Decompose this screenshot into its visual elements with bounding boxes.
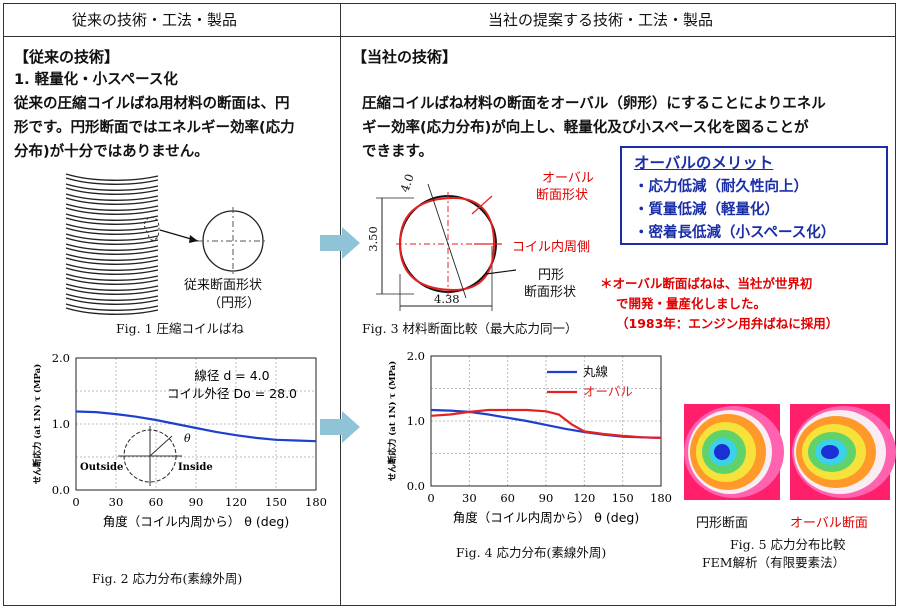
- y-tick-label: 2.0: [52, 351, 70, 365]
- x-tick-label: 180: [650, 491, 672, 505]
- conventional-section-label: 従来断面形状: [184, 278, 263, 293]
- x-tick-label: 150: [612, 491, 634, 505]
- legend-label: オーバル: [583, 384, 633, 399]
- oval-section-label: オーバル: [542, 171, 594, 186]
- fig4-caption: Fig. 4 応力分布(素線外周): [456, 545, 607, 560]
- outer-frame: [3, 3, 896, 606]
- fig5-caption: Fig. 5 応力分布比較: [730, 537, 846, 552]
- x-tick-label: 0: [427, 491, 434, 505]
- y-tick-label: 2.0: [407, 349, 425, 363]
- x-tick-label: 30: [462, 491, 477, 505]
- merit-item: ・質量低減（軽量化）: [634, 202, 779, 218]
- section-comparison-diagram: [376, 183, 517, 311]
- world-first-note-2: で開発・量産化しました。: [616, 296, 767, 311]
- x-tick-label: 0: [72, 495, 79, 509]
- header-divider: [3, 36, 896, 37]
- legend-label: 丸線: [583, 364, 609, 379]
- x-tick-label: 120: [225, 495, 247, 509]
- x-tick-label: 60: [500, 491, 515, 505]
- inset-theta-label: θ: [184, 432, 191, 445]
- merit-item: ・密着長低減（小スペース化）: [634, 225, 836, 241]
- left-section-title: 【従来の技術】: [14, 48, 120, 66]
- round-section-label-2: 断面形状: [524, 285, 577, 300]
- fem-oval-label: オーバル断面: [790, 516, 868, 531]
- inset-inside-label: Inside: [178, 462, 213, 473]
- series-line: [430, 408, 662, 439]
- round-section-label: 円形: [538, 268, 565, 283]
- left-body-line-2: 形です。円形断面ではエネルギー効率(応力: [14, 120, 295, 136]
- plot-frame: [430, 355, 662, 487]
- conventional-section-label-2: （円形）: [208, 296, 261, 311]
- transition-arrow-icon: [320, 411, 360, 443]
- left-body-line-1: 従来の圧縮コイルばね用材料の断面は、円: [14, 96, 290, 112]
- inset-radius: [149, 435, 173, 457]
- section-callout: [144, 207, 268, 275]
- x-tick-label: 120: [573, 491, 595, 505]
- fig5-subcaption: FEM解析（有限要素法）: [702, 555, 846, 570]
- y-tick-label: 0.0: [407, 479, 425, 493]
- merit-item: ・応力低減（耐久性向上）: [634, 179, 808, 195]
- chart-stress-round: 0 30 60 90 120 150 180 0.0 1.0 2.0 角度（コイル内周から） θ (…: [32, 351, 327, 529]
- fig1-caption: Fig. 1 圧縮コイルばね: [116, 321, 245, 336]
- left-subhead: 1. 軽量化・小スペース化: [14, 72, 178, 88]
- coil-spring-illustration: [65, 173, 159, 315]
- y-tick-label: 0.0: [52, 483, 70, 497]
- world-first-note: ＊オーバル断面ばねは、当社が世界初: [600, 276, 813, 291]
- x-axis-label: 角度（コイル内周から） θ (deg): [453, 510, 639, 525]
- dimension-width: 4.38: [434, 292, 460, 306]
- inner-side-label: コイル内周側: [512, 240, 591, 255]
- fig2-caption: Fig. 2 応力分布(素線外周): [92, 571, 243, 586]
- left-header: 従来の技術・工法・製品: [72, 11, 238, 29]
- oval-section-label-2: 断面形状: [536, 188, 589, 203]
- merits-title: オーバルのメリット: [634, 154, 774, 172]
- y-axis-label: せん断応力 (at 1N) τ (MPa): [32, 364, 43, 484]
- annotation-coil-diameter: コイル外径 Do = 28.0: [167, 386, 297, 401]
- x-tick-label: 90: [189, 495, 204, 509]
- dimension-height: 3.50: [365, 226, 380, 252]
- x-tick-label: 60: [149, 495, 164, 509]
- x-tick-label: 30: [109, 495, 124, 509]
- column-divider: [340, 3, 341, 606]
- fem-analysis-images: [684, 404, 896, 500]
- transition-arrow-icon: [320, 227, 360, 259]
- world-first-note-3: （1983年：エンジン用弁ばねに採用）: [616, 316, 839, 331]
- right-header: 当社の提案する技術・工法・製品: [488, 11, 714, 29]
- y-tick-label: 1.0: [407, 414, 425, 428]
- series-line: [75, 410, 317, 443]
- right-body-line-3: できます。: [362, 144, 434, 160]
- left-body-line-3: 分布)が十分ではありません。: [14, 144, 209, 160]
- inset-outside-label: Outside: [80, 462, 123, 473]
- x-axis-label: 角度（コイル内周から） θ (deg): [103, 514, 289, 529]
- x-tick-label: 180: [305, 495, 327, 509]
- x-tick-label: 150: [265, 495, 287, 509]
- annotation-wire-diameter: 線径 d = 4.0: [194, 368, 269, 383]
- plot-frame: [75, 357, 317, 491]
- right-body-line-2: ギー効率(応力分布)が向上し、軽量化及び小スペース化を図ることが: [362, 120, 809, 136]
- oval-merits-box: オーバルのメリット ・応力低減（耐久性向上） ・質量低減（軽量化） ・密着長低減…: [620, 146, 888, 245]
- fig3-caption: Fig. 3 材料断面比較（最大応力同一）: [362, 321, 578, 336]
- chart-stress-comparison: 0 30 60 90 120 150 180 0.0 1.0 2.0 角度（コイル内周から） θ (…: [387, 349, 672, 525]
- fem-round-label: 円形断面: [696, 516, 749, 531]
- x-tick-label: 90: [539, 491, 554, 505]
- y-axis-label: せん断応力 (at 1N) τ (MPa): [387, 361, 398, 481]
- right-body-line-1: 圧縮コイルばね材料の断面をオーバル（卵形）にすることによりエネル: [362, 96, 826, 112]
- right-section-title: 【当社の技術】: [352, 48, 458, 66]
- y-tick-label: 1.0: [52, 417, 70, 431]
